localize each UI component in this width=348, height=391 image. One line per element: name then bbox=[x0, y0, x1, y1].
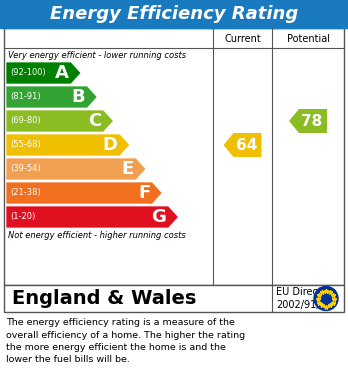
Text: (1-20): (1-20) bbox=[10, 212, 35, 221]
Text: F: F bbox=[138, 184, 150, 202]
Text: G: G bbox=[151, 208, 166, 226]
Text: Very energy efficient - lower running costs: Very energy efficient - lower running co… bbox=[8, 50, 186, 59]
Polygon shape bbox=[6, 182, 162, 204]
Text: Not energy efficient - higher running costs: Not energy efficient - higher running co… bbox=[8, 231, 186, 240]
Text: B: B bbox=[72, 88, 85, 106]
Text: (92-100): (92-100) bbox=[10, 68, 46, 77]
Polygon shape bbox=[6, 86, 97, 108]
Polygon shape bbox=[223, 133, 261, 157]
Text: C: C bbox=[88, 112, 101, 130]
Polygon shape bbox=[6, 62, 81, 84]
Circle shape bbox=[314, 287, 338, 310]
Bar bbox=[0, 0, 348, 28]
Bar bbox=[4, 28, 344, 285]
Polygon shape bbox=[6, 158, 146, 180]
Polygon shape bbox=[6, 206, 179, 228]
Text: (55-68): (55-68) bbox=[10, 140, 41, 149]
Text: Current: Current bbox=[224, 34, 261, 44]
Text: England & Wales: England & Wales bbox=[12, 289, 196, 308]
Text: D: D bbox=[103, 136, 118, 154]
Text: 64: 64 bbox=[236, 138, 257, 152]
Text: (21-38): (21-38) bbox=[10, 188, 41, 197]
Text: The energy efficiency rating is a measure of the
overall efficiency of a home. T: The energy efficiency rating is a measur… bbox=[6, 318, 245, 364]
Text: (39-54): (39-54) bbox=[10, 165, 41, 174]
Text: Potential: Potential bbox=[286, 34, 330, 44]
Polygon shape bbox=[6, 110, 113, 132]
Polygon shape bbox=[289, 109, 327, 133]
Text: 78: 78 bbox=[301, 113, 323, 129]
Text: (81-91): (81-91) bbox=[10, 93, 41, 102]
Polygon shape bbox=[6, 134, 130, 156]
Text: Energy Efficiency Rating: Energy Efficiency Rating bbox=[50, 5, 298, 23]
Text: A: A bbox=[55, 64, 69, 82]
Text: (69-80): (69-80) bbox=[10, 117, 41, 126]
Text: E: E bbox=[122, 160, 134, 178]
Text: EU Directive
2002/91/EC: EU Directive 2002/91/EC bbox=[276, 287, 336, 310]
Bar bbox=[4, 285, 344, 312]
